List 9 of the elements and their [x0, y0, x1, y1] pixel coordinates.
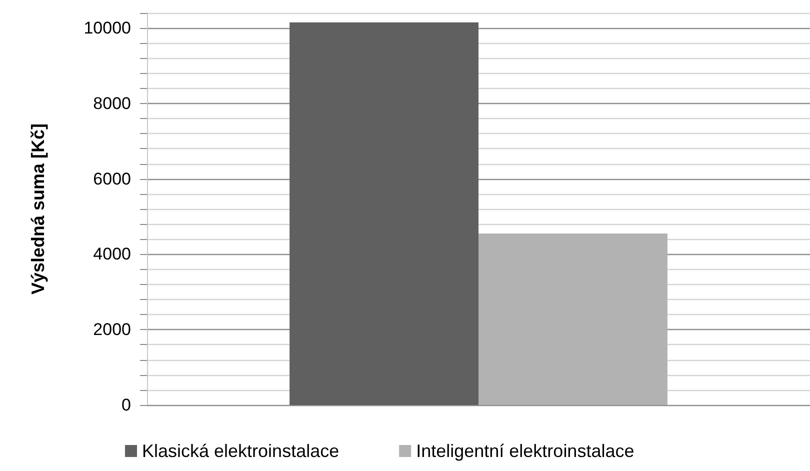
y-tick-label: 10000 [84, 18, 131, 38]
y-tick-label: 4000 [93, 244, 131, 264]
legend-label: Klasická elektroinstalace [142, 441, 340, 461]
legend-label: Inteligentní elektroinstalace [416, 441, 634, 461]
y-tick-label: 8000 [93, 94, 131, 113]
y-tick-label: 2000 [93, 320, 131, 340]
y-tick-label: 0 [122, 396, 131, 414]
y-tick-label: 6000 [93, 169, 131, 188]
y-axis-title: Výsledná suma [Kč] [28, 123, 48, 295]
